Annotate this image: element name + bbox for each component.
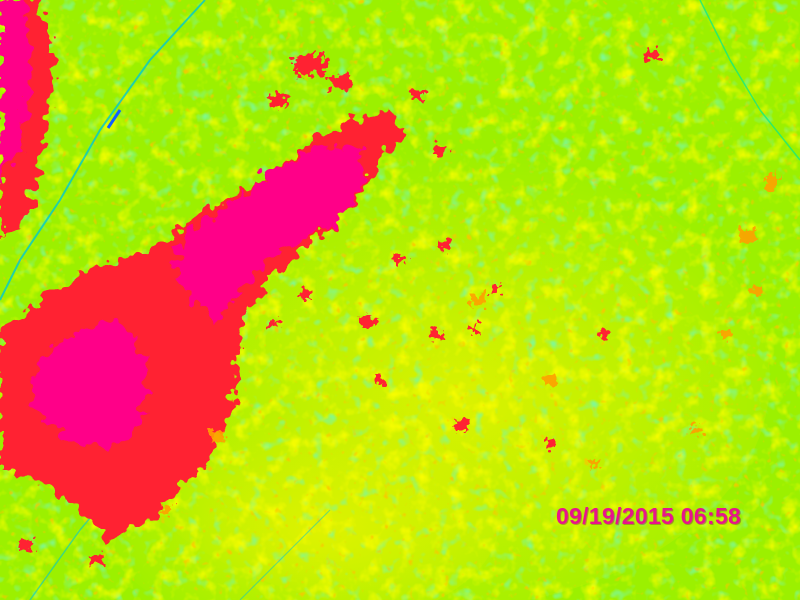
red-speckles (20, 50, 659, 565)
magenta-core-upper (175, 145, 365, 320)
bottom-edge-line (239, 509, 331, 600)
camera-timestamp: 09/19/2015 06:58 (556, 503, 742, 529)
diagonal-track-upper (0, 0, 206, 301)
hot-band (0, 0, 405, 540)
magenta-core-lower (30, 320, 150, 450)
right-edge-line (699, 0, 800, 161)
diagonal-track-blue (106, 109, 122, 129)
orange-patches (160, 175, 779, 515)
left-edge-magenta (0, 0, 30, 180)
